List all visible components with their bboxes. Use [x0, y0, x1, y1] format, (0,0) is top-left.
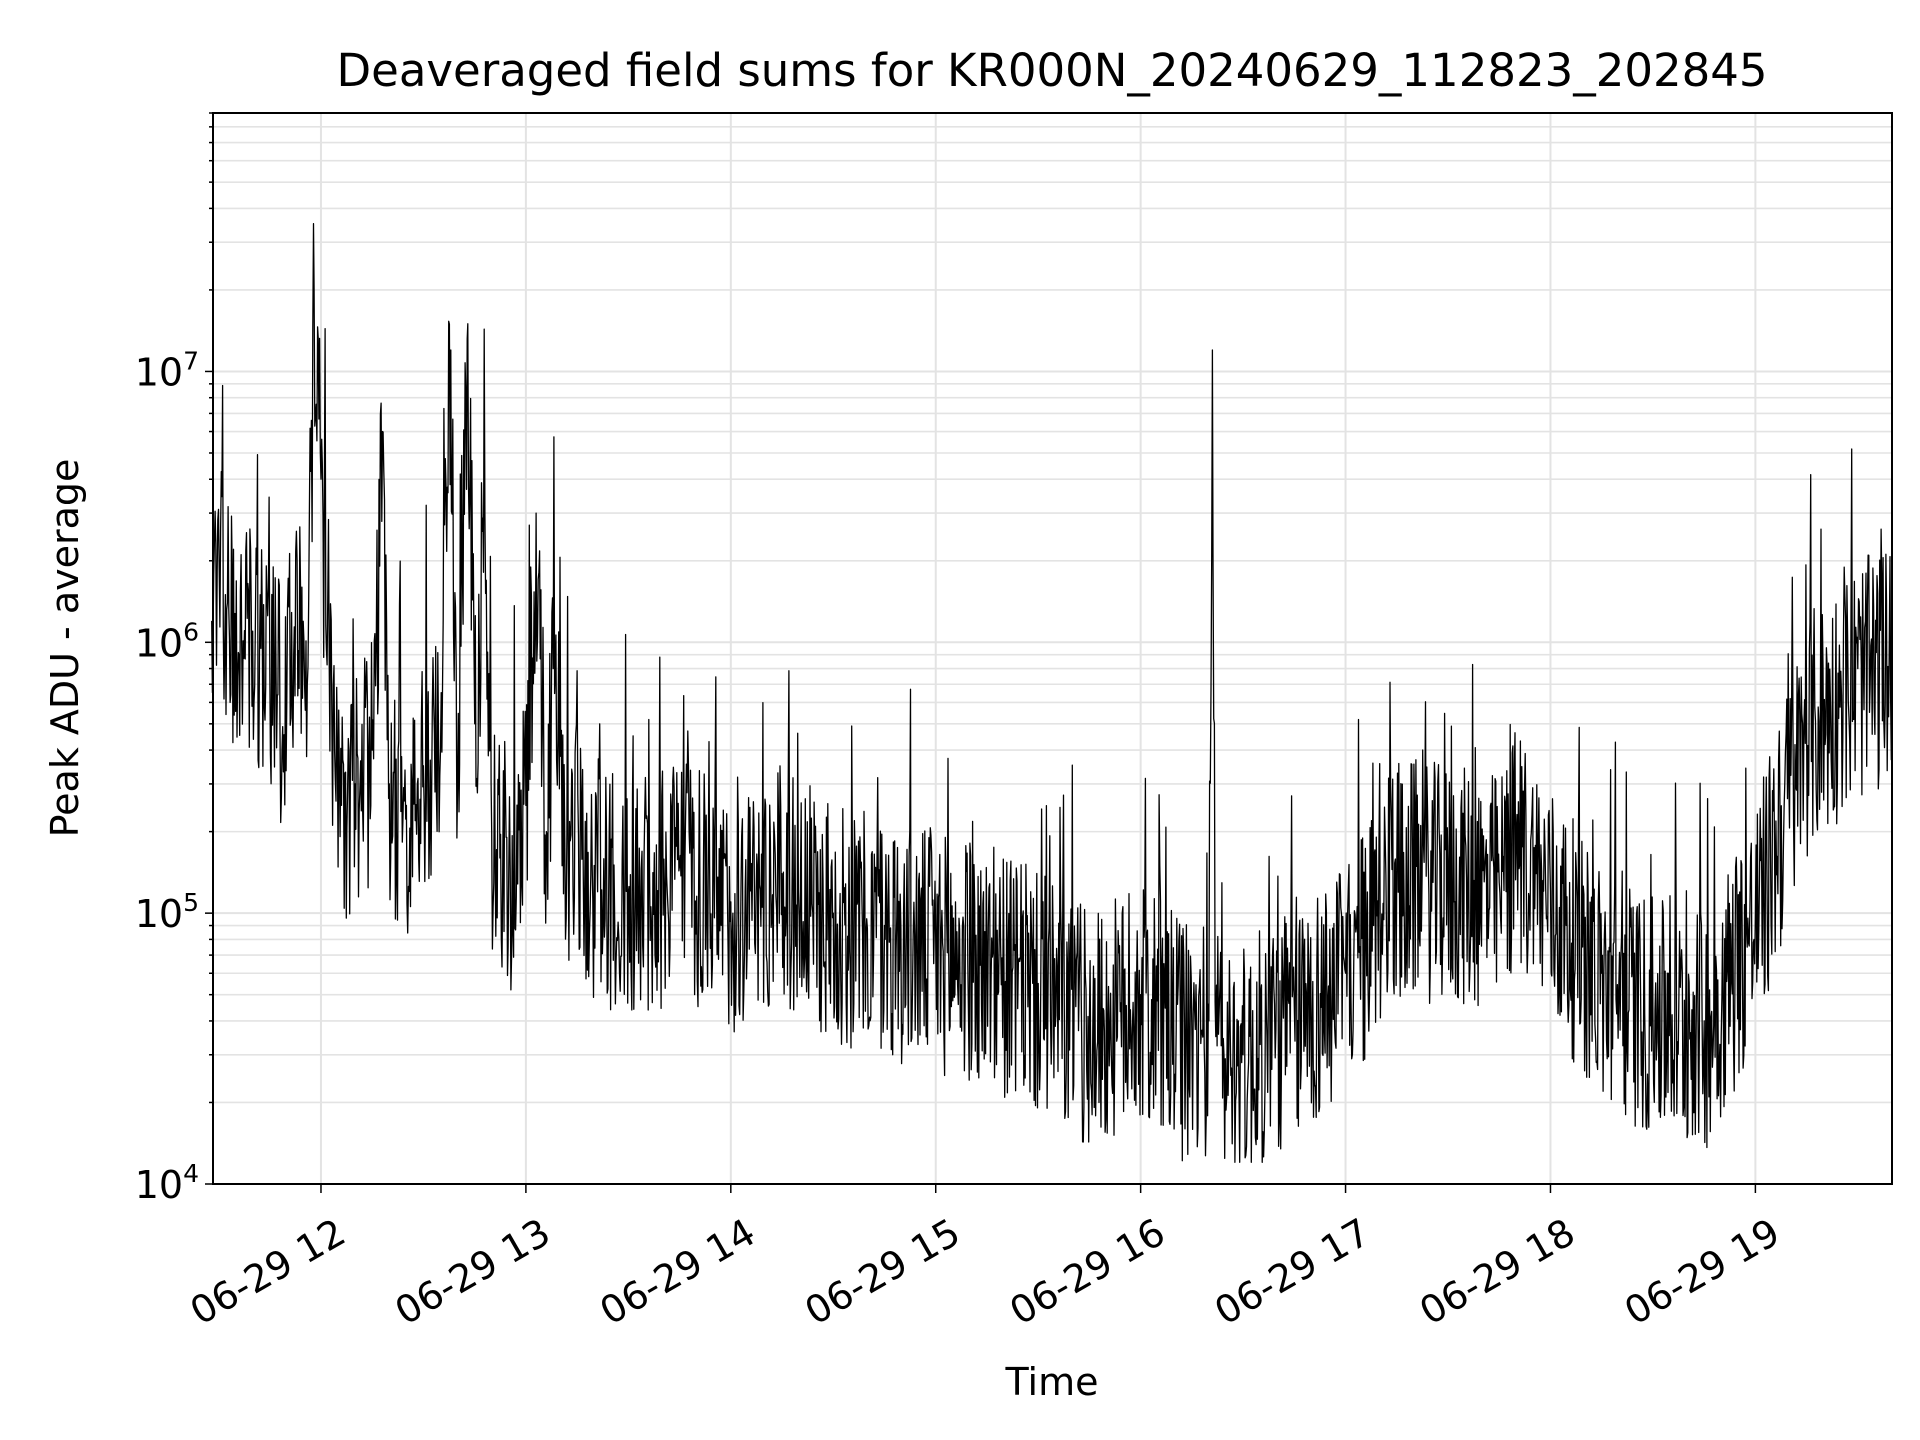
y-tick-label: 107 — [135, 346, 199, 394]
series-line — [211, 223, 1893, 1163]
chart-title: Deaveraged field sums for KR000N_2024062… — [337, 44, 1768, 97]
y-tick-label: 104 — [135, 1159, 199, 1207]
y-tick-label: 106 — [135, 617, 199, 665]
plot-frame — [212, 112, 1893, 1185]
y-axis-label: Peak ADU - average — [43, 459, 87, 838]
grid — [213, 112, 1892, 1185]
y-tick-label: 105 — [135, 888, 199, 936]
series-group — [211, 223, 1893, 1163]
y-axis: 104 105 106 107 — [135, 112, 213, 1207]
x-axis-label: Time — [1005, 1360, 1099, 1404]
